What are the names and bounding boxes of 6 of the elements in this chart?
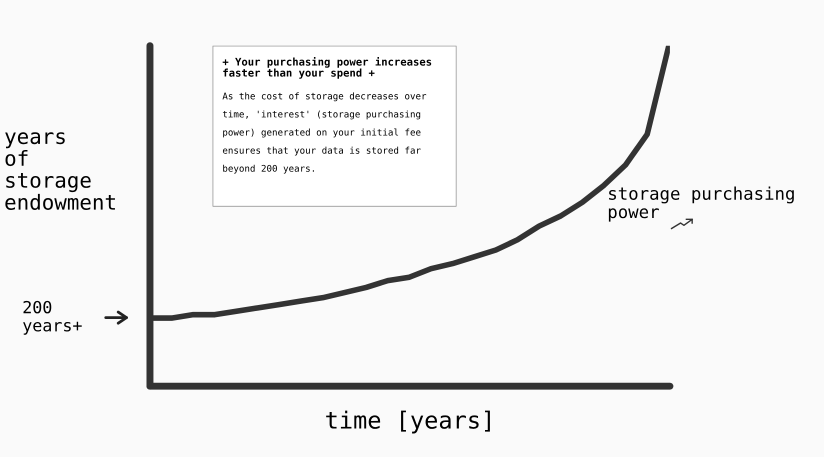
annotation: + Your purchasing power increases faster than your spend +: [222, 56, 432, 79]
y-axis-title: years of storage endowment: [5, 132, 115, 210]
series-label: storage purchasing power: [608, 186, 794, 222]
annotation: As the cost of storage decreases over time, 'interest' (storage purchasing power) generated on your initial fee ensures that your data is stored far beyond 200 years.: [222, 92, 426, 174]
text: 200 years+: [23, 300, 82, 335]
x-axis-title: time [years]: [326, 410, 490, 434]
